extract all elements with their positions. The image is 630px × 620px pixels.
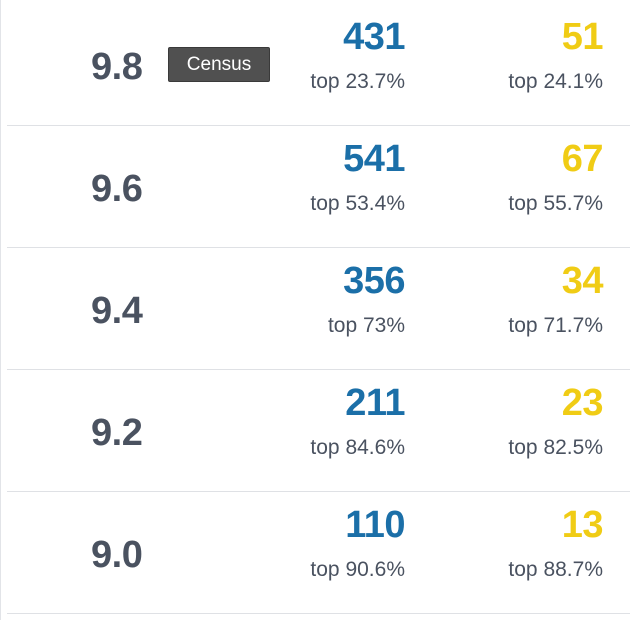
population-rank: top 55.7% [508,192,603,215]
population-rank: top 24.1% [508,70,603,93]
census-rank: top 73% [327,314,405,337]
population-rank: top 71.7% [508,314,603,337]
grade-label: 9.6 [91,168,143,210]
grade-label: 9.8 [91,46,143,88]
census-rank: top 53.4% [310,192,405,215]
census-rank: top 84.6% [310,436,405,459]
census-tooltip: Census [168,47,270,82]
table-row[interactable]: 9.4 356 top 73% 34 top 71.7% [7,248,630,370]
population-count[interactable]: 23 [561,382,604,424]
table-row[interactable]: 9.0 110 top 90.6% 13 top 88.7% [7,492,630,614]
census-rank: top 23.7% [310,70,405,93]
grade-label: 9.0 [91,534,143,576]
population-count[interactable]: 34 [561,260,604,302]
census-count[interactable]: 356 [343,260,405,302]
census-count[interactable]: 211 [345,382,405,424]
population-count[interactable]: 13 [561,504,604,546]
population-count[interactable]: 67 [561,138,604,180]
grade-label: 9.2 [91,412,143,454]
population-rank: top 88.7% [508,558,603,581]
table-row[interactable]: 9.6 541 top 53.4% 67 top 55.7% [7,126,630,248]
population-rank: top 82.5% [508,436,603,459]
table-row[interactable]: 9.8 431 top 23.7% 51 top 24.1% [7,4,630,126]
population-count[interactable]: 51 [561,16,604,58]
census-count[interactable]: 431 [343,16,405,58]
table-row[interactable]: 9.2 211 top 84.6% 23 top 82.5% [7,370,630,492]
census-count[interactable]: 541 [343,138,405,180]
census-rank: top 90.6% [310,558,405,581]
grade-label: 9.4 [91,290,143,332]
census-count[interactable]: 110 [345,504,405,546]
